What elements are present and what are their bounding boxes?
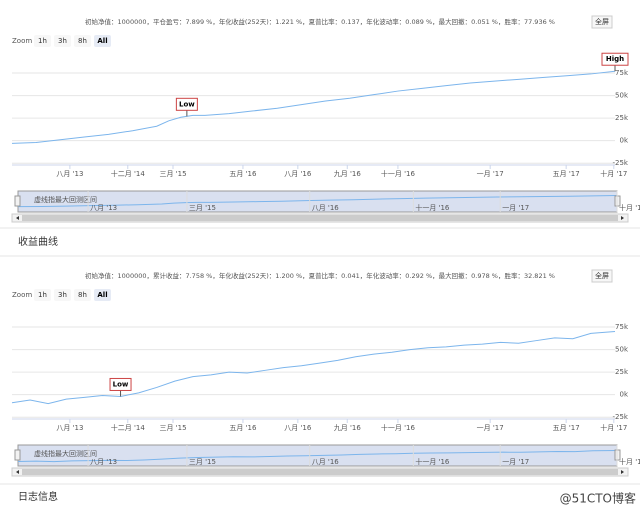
zoom-button[interactable] [74,35,91,47]
zoom-button-label: All [97,37,107,45]
flag [175,97,198,111]
x-tick-label: 十月 '17 [600,423,627,432]
zoom-button[interactable] [54,289,71,301]
fullscreen-label: 全屏 [595,271,609,280]
navigator-tick-label: 十月 '17 [619,457,640,466]
stats-text: 初始净值：1000000，平仓盈亏：7.899 %，年化收益(252天)：1.2… [85,17,555,26]
zoom-button[interactable] [34,289,51,301]
navigator-tick-label: 十月 '17 [619,203,640,212]
zoom-button[interactable] [94,289,111,301]
y-tick-label: -25k [613,413,629,421]
equity-line [11,331,616,405]
navigator-line [17,449,618,463]
x-tick-label: 十月 '17 [600,169,627,178]
navigator-handle[interactable] [14,195,21,207]
x-tick-label: 三月 '15 [159,170,186,178]
flag-label: Low [113,380,129,388]
scrollbar-thumb[interactable] [22,469,618,475]
y-tick-label: 50k [615,92,629,100]
x-tick-label: 十二月 '14 [111,169,146,178]
y-tick-label: 25k [615,114,629,122]
zoom-button-label: 3h [58,37,67,45]
zoom-button[interactable] [74,289,91,301]
flag-label: High [606,55,624,63]
section-title: 收益曲线 [18,235,58,248]
navigator-tick-label: 八月 '16 [312,458,340,466]
y-tick-label: 0k [619,391,628,399]
navigator-tick-label: 十一月 '16 [415,203,450,212]
navigator-tick-label: 八月 '16 [312,204,340,212]
fullscreen-label: 全屏 [595,17,609,26]
navigator-tick-label: 一月 '17 [502,204,529,212]
y-tick-label: -25k [613,159,629,167]
x-tick-label: 五月 '16 [229,170,257,178]
y-tick-label: 75k [615,69,629,77]
navigator-tick-label: 八月 '13 [90,458,117,466]
navigator-tick-label: 八月 '13 [90,204,117,212]
x-tick-label: 五月 '17 [553,170,580,178]
navigator-note: 虚线指最大回测区间 [34,449,97,458]
section-title: 日志信息 [18,490,58,503]
y-tick-label: 25k [615,368,629,376]
x-tick-label: 九月 '16 [334,423,362,432]
navigator-tick-label: 三月 '15 [189,204,216,212]
x-tick-label: 八月 '16 [284,424,312,432]
zoom-label: Zoom [12,37,32,45]
x-tick-label: 八月 '16 [284,170,312,178]
x-tick-label: 五月 '16 [229,424,257,432]
zoom-button[interactable] [34,35,51,47]
x-tick-label: 十一月 '16 [381,423,416,432]
y-tick-label: 75k [615,323,629,331]
zoom-button[interactable] [94,35,111,47]
navigator-handle[interactable] [14,449,21,461]
x-tick-label: 八月 '13 [56,424,83,432]
zoom-button-label: 3h [58,291,67,299]
zoom-button-label: 1h [38,291,47,299]
flag [601,52,629,66]
x-tick-label: 一月 '17 [477,170,504,178]
zoom-button[interactable] [54,35,71,47]
x-tick-label: 十二月 '14 [111,423,146,432]
navigator-note: 虚线指最大回测区间 [34,195,97,204]
flag-label: Low [179,100,195,108]
navigator-tick-label: 三月 '15 [189,458,216,466]
fullscreen-button[interactable] [591,15,613,29]
x-tick-label: 五月 '17 [553,424,580,432]
x-tick-label: 三月 '15 [159,424,186,432]
navigator-tick-label: 一月 '17 [502,458,529,466]
zoom-button-label: All [97,291,107,299]
zoom-button-label: 1h [38,37,47,45]
fullscreen-button[interactable] [591,269,613,283]
scrollbar-thumb[interactable] [22,215,618,221]
stats-text: 初始净值：1000000，累计收益：7.758 %，年化收益(252天)：1.2… [85,271,555,280]
zoom-label: Zoom [12,291,32,299]
y-tick-label: 50k [615,346,629,354]
equity-line [11,70,616,144]
x-tick-label: 十一月 '16 [381,169,416,178]
y-tick-label: 0k [619,137,628,145]
zoom-button-label: 8h [78,291,87,299]
x-tick-label: 九月 '16 [334,169,362,178]
zoom-button-label: 8h [78,37,87,45]
navigator-tick-label: 十一月 '16 [415,457,450,466]
flag [109,377,132,391]
watermark: @51CTO博客 [560,491,636,506]
navigator-line [17,195,618,208]
x-tick-label: 一月 '17 [477,424,504,432]
x-tick-label: 八月 '13 [56,170,83,178]
